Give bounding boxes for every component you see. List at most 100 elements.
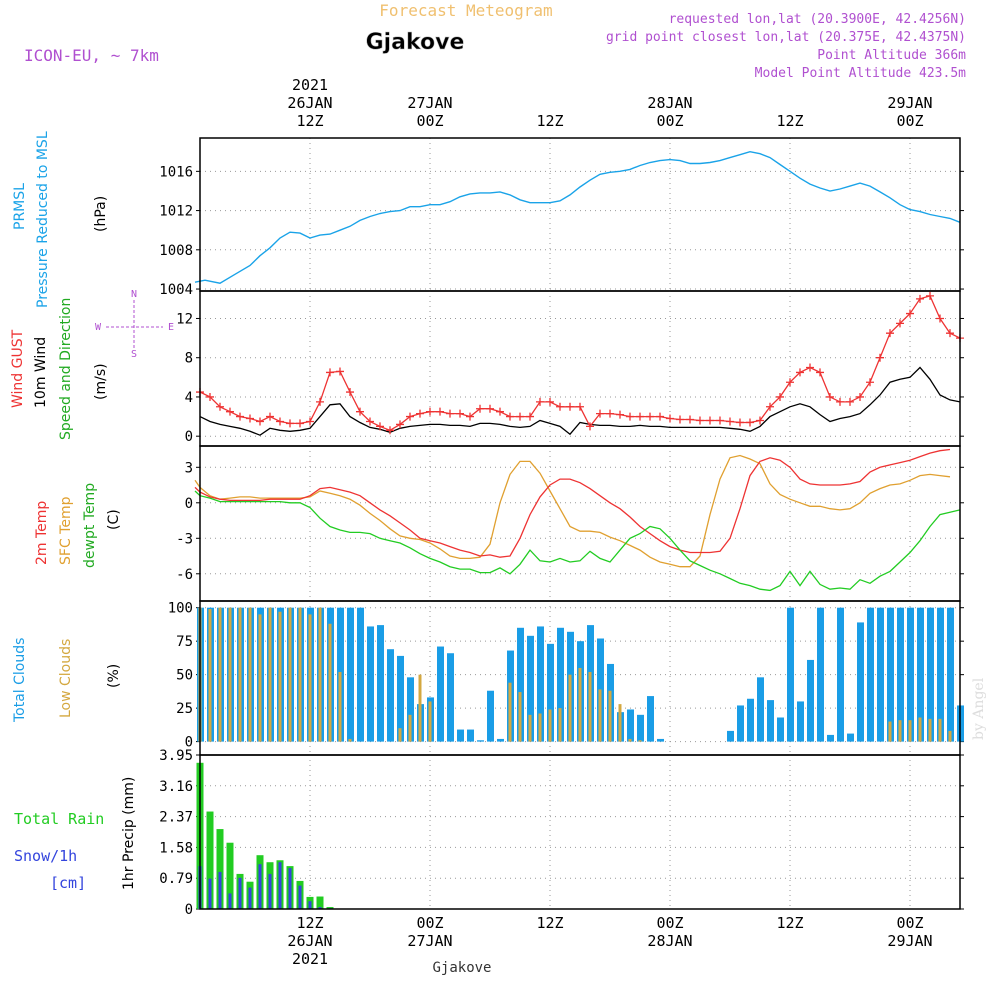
gust-marker: [926, 291, 934, 300]
total-cloud-bar: [837, 607, 844, 742]
gust-marker: [566, 402, 574, 411]
gust-marker: [806, 363, 814, 372]
dir-label: Speed and Direction: [58, 298, 74, 440]
t2m-line: [194, 448, 951, 558]
gust-marker: [336, 367, 344, 376]
snow-bar: [248, 887, 252, 909]
gust-marker: [276, 417, 284, 426]
bottom-time-label: 26JAN: [287, 932, 332, 950]
gust-marker: [536, 397, 544, 406]
total-cloud-bar: [797, 701, 804, 742]
total-cloud-bar: [727, 730, 734, 742]
low-cloud-bar: [608, 690, 612, 742]
gust-marker: [876, 353, 884, 362]
gust-marker: [866, 378, 874, 387]
pressure-unit: (hPa): [93, 196, 109, 232]
wind-label: 10m Wind: [33, 337, 49, 408]
gust-marker: [316, 397, 324, 406]
total-cloud-bar: [787, 607, 794, 742]
gust-marker: [286, 419, 294, 428]
watermark: by Angel: [971, 677, 987, 740]
top-time-label: 26JAN: [287, 94, 332, 112]
forecast-title: Forecast Meteogram: [379, 1, 552, 20]
low-cloud-bar: [398, 728, 402, 742]
total-cloud-bar: [887, 607, 894, 742]
low-cloud-label: Low Clouds: [58, 639, 74, 718]
gust-marker: [466, 412, 474, 421]
gust-marker: [856, 392, 864, 401]
low-cloud-bar: [238, 607, 242, 742]
gust-marker: [556, 402, 564, 411]
snow-bar: [298, 885, 302, 909]
gust-marker: [206, 392, 214, 401]
gust-marker: [546, 397, 554, 406]
compass-w: W: [95, 322, 102, 333]
low-cloud-bar: [618, 704, 622, 742]
snow-bar: [238, 877, 242, 909]
low-cloud-bar: [248, 607, 252, 742]
snow-label: Snow/1h: [14, 847, 77, 865]
total-cloud-label: Total Clouds: [12, 638, 28, 723]
gust-marker: [646, 412, 654, 421]
grid-point: grid point closest lon,lat (20.375E, 42.…: [606, 30, 966, 45]
gust-marker: [296, 419, 304, 428]
precip-ytick-label: 0: [185, 902, 193, 918]
total-cloud-bar: [397, 655, 404, 742]
gust-marker: [226, 407, 234, 416]
clouds-ytick-label: 50: [176, 668, 193, 684]
gust-marker: [256, 417, 264, 426]
total-cloud-bar: [767, 700, 774, 742]
total-cloud-bar: [897, 607, 904, 742]
low-cloud-bar: [908, 720, 912, 742]
rain-label: Total Rain: [14, 810, 104, 828]
total-cloud-bar: [777, 717, 784, 742]
low-cloud-bar: [338, 671, 342, 742]
compass-rose: N S W E: [95, 289, 174, 360]
compass-n: N: [131, 289, 137, 300]
pressure-line: [194, 150, 961, 284]
pressure-ytick-label: 1012: [159, 204, 193, 220]
total-cloud-bar: [557, 627, 564, 742]
pressure-ytick-label: 1016: [159, 164, 193, 180]
top-time-label: 28JAN: [647, 94, 692, 112]
snow-bar: [288, 868, 292, 909]
gust-marker: [436, 407, 444, 416]
low-cloud-bar: [408, 714, 412, 742]
gust-marker: [396, 420, 404, 429]
gust-marker: [676, 415, 684, 424]
pressure-label-1: PRMSL: [12, 183, 28, 230]
model-altitude: Model Point Altitude 423.5m: [755, 66, 966, 81]
total-cloud-bar: [437, 646, 444, 742]
gust-marker: [746, 418, 754, 427]
gust-label: Wind GUST: [10, 329, 26, 408]
total-cloud-bar: [737, 705, 744, 742]
low-cloud-bar: [298, 607, 302, 742]
low-cloud-bar: [348, 738, 352, 742]
total-cloud-bar: [747, 698, 754, 742]
pressure-ytick-label: 1008: [159, 243, 193, 259]
low-cloud-bar: [598, 689, 602, 742]
low-cloud-bar: [948, 730, 952, 742]
top-time-label: 00Z: [896, 112, 923, 130]
temp-unit: (C): [106, 509, 122, 530]
low-cloud-bar: [268, 607, 272, 742]
precip-axis-labels: Total Rain Snow/1h [cm] 1hr Precip (mm): [14, 777, 137, 892]
total-cloud-bar: [367, 626, 374, 742]
cloud-unit: (%): [106, 664, 122, 688]
gust-marker: [936, 314, 944, 323]
top-time-label: 12Z: [536, 112, 563, 130]
gust-marker: [616, 410, 624, 419]
gust-marker: [696, 416, 704, 425]
gust-marker: [836, 397, 844, 406]
total-cloud-bar: [517, 627, 524, 742]
total-cloud-bar: [657, 738, 664, 742]
low-cloud-bar: [208, 609, 212, 742]
gust-marker: [736, 418, 744, 427]
gust-marker: [626, 412, 634, 421]
wind-ytick-label: 8: [185, 351, 193, 367]
low-cloud-bar: [938, 718, 942, 742]
gust-marker: [766, 402, 774, 411]
